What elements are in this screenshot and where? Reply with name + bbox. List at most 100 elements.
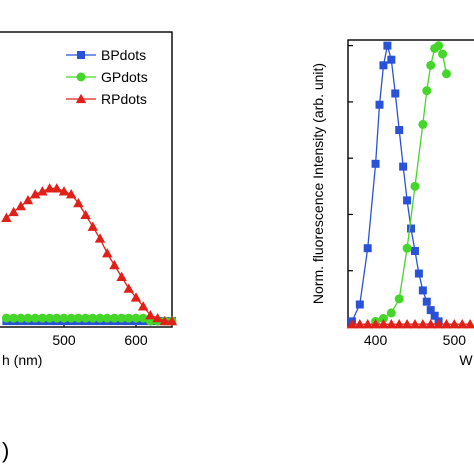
legend-label: GPdots xyxy=(101,69,148,85)
data-point xyxy=(52,313,62,323)
data-point xyxy=(51,183,62,193)
right-chart: 400 500 W Norm. fluorescence Intensity (arb… xyxy=(310,39,474,368)
data-point xyxy=(426,306,435,315)
series-line xyxy=(375,44,448,323)
data-point xyxy=(95,313,105,323)
data-point xyxy=(73,197,84,208)
data-point xyxy=(138,301,149,311)
y-axis-label: Norm. fluorescence Intensity (arb. unit) xyxy=(310,63,326,304)
data-point xyxy=(117,313,127,323)
data-point xyxy=(401,318,413,329)
data-point xyxy=(409,318,421,329)
data-point xyxy=(9,313,19,323)
data-point xyxy=(422,297,431,306)
series-GPdots xyxy=(371,41,451,326)
data-point xyxy=(59,313,69,323)
data-point xyxy=(402,243,412,253)
data-point xyxy=(362,318,373,329)
data-point xyxy=(433,318,444,329)
legend-marker xyxy=(75,93,87,104)
data-point xyxy=(410,247,419,256)
data-point xyxy=(102,248,113,258)
legend-label: BPdots xyxy=(101,47,146,63)
data-point xyxy=(395,126,404,135)
data-point xyxy=(383,41,392,50)
data-point xyxy=(378,318,389,329)
data-point xyxy=(37,186,48,196)
data-point xyxy=(371,159,380,168)
data-point xyxy=(66,313,76,323)
legend-item: RPdots xyxy=(66,91,147,107)
series-RPdots xyxy=(1,183,178,326)
plot-frame xyxy=(347,39,474,328)
legend-item: BPdots xyxy=(66,47,146,63)
data-point xyxy=(438,49,448,59)
legend: BPdots GPdots RPdots xyxy=(66,47,148,107)
data-point xyxy=(138,313,148,323)
data-point xyxy=(81,313,91,323)
data-point xyxy=(387,55,396,64)
plot-frame xyxy=(0,31,173,328)
data-point xyxy=(354,318,366,329)
left-chart: 500 600 h (nm) BPdots GPdots RPdots xyxy=(0,31,178,368)
data-point xyxy=(66,189,77,199)
data-point xyxy=(37,313,47,323)
data-point xyxy=(346,318,358,329)
data-point xyxy=(379,61,388,70)
data-point xyxy=(30,313,40,323)
data-point xyxy=(370,318,381,329)
data-point xyxy=(80,209,91,220)
data-point xyxy=(422,86,432,96)
data-point xyxy=(449,318,460,329)
data-point xyxy=(394,294,404,304)
data-point xyxy=(30,189,41,199)
data-point xyxy=(434,41,444,51)
data-point xyxy=(102,313,112,323)
data-point xyxy=(73,313,83,323)
series-RPdots xyxy=(346,318,474,329)
data-point xyxy=(391,89,400,98)
data-point xyxy=(441,318,452,329)
data-point xyxy=(45,313,55,323)
data-point xyxy=(464,318,474,329)
data-point xyxy=(152,312,163,323)
data-point xyxy=(1,212,12,223)
data-point xyxy=(94,233,106,243)
x-tick-label: 500 xyxy=(443,332,467,348)
legend-label: RPdots xyxy=(101,91,147,107)
data-point xyxy=(425,318,436,329)
legend-item: GPdots xyxy=(66,69,148,85)
series-line xyxy=(5,187,172,322)
data-point xyxy=(355,300,364,309)
data-point xyxy=(15,200,26,211)
data-point xyxy=(44,183,55,193)
data-point xyxy=(407,224,416,233)
data-point xyxy=(441,69,451,79)
x-axis-label: W xyxy=(459,352,473,368)
data-point xyxy=(399,162,408,171)
data-point xyxy=(159,315,170,326)
series-BPdots xyxy=(347,41,443,326)
data-point xyxy=(1,313,11,323)
data-point xyxy=(403,196,412,205)
legend-marker xyxy=(77,51,85,59)
data-point xyxy=(418,286,427,295)
data-point xyxy=(386,318,397,329)
data-point xyxy=(8,206,19,217)
panel-label: ) xyxy=(2,438,9,463)
data-point xyxy=(23,313,33,323)
data-point xyxy=(124,313,134,323)
data-point xyxy=(130,292,142,302)
data-point xyxy=(123,283,134,293)
data-point xyxy=(417,318,429,329)
x-tick-label: 600 xyxy=(124,332,148,348)
data-point xyxy=(116,271,127,282)
data-point xyxy=(430,311,439,320)
data-point xyxy=(394,318,405,329)
data-point xyxy=(375,100,384,109)
data-point xyxy=(386,308,396,318)
data-point xyxy=(109,313,119,323)
x-tick-label: 500 xyxy=(52,332,76,348)
data-point xyxy=(88,313,98,323)
